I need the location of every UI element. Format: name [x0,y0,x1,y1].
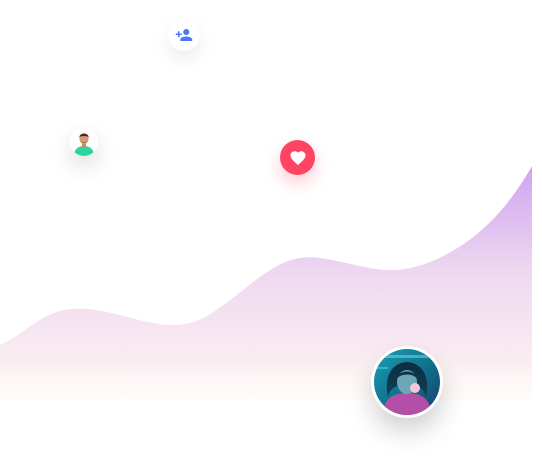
heart-icon [290,150,305,165]
like-heart-button[interactable] [280,140,315,175]
add-user-button[interactable] [168,19,200,51]
avatar-photo-frame [374,349,440,415]
avatar-woman [371,346,443,418]
add-user-icon [175,29,193,41]
avatar-man [70,128,98,156]
person-avatar-icon [374,349,440,415]
person-avatar-icon [70,128,98,156]
